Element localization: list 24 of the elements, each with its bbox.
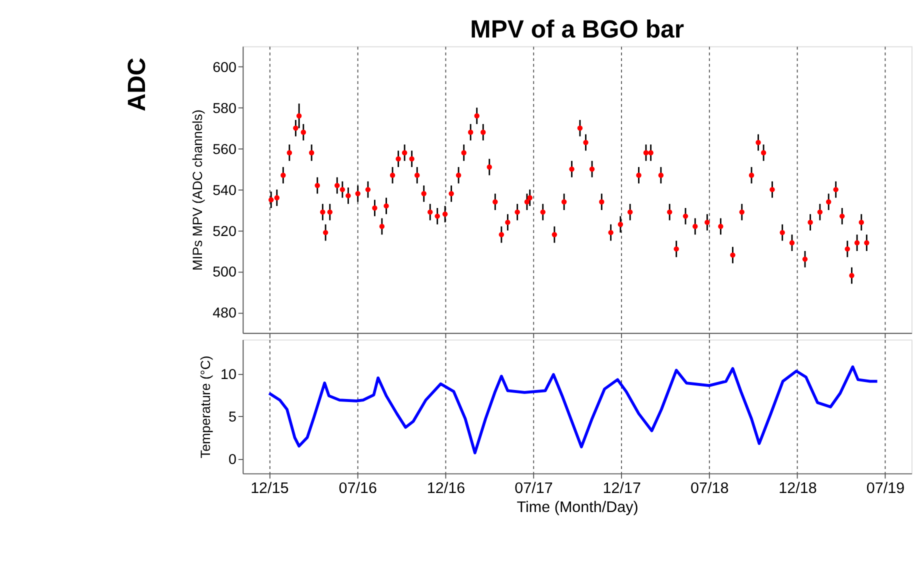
y-tick-label: 5: [228, 410, 237, 426]
y-tick-label: 10: [220, 366, 237, 383]
y-tick-label: 500: [212, 264, 237, 281]
y-axis-title: Temperature (°C): [198, 356, 214, 458]
x-tick-label: 07/17: [514, 480, 553, 497]
y-tick-label: 540: [212, 182, 237, 199]
y-tick-label: 560: [212, 142, 237, 158]
text: ADC: [124, 58, 152, 112]
x-tick-label: 12/17: [602, 480, 641, 497]
y-tick-label: 520: [212, 224, 237, 240]
y-axis-title: MIPs MPV (ADC channels): [190, 109, 206, 271]
y-tick-label: 580: [212, 100, 237, 117]
x-tick-label: 12/15: [250, 480, 289, 497]
x-tick-label: 07/19: [866, 480, 905, 497]
x-tick-label: 12/16: [426, 480, 466, 497]
y-tick-label: 0: [228, 452, 237, 468]
chart-title: MPV of a BGO bar: [470, 16, 684, 44]
x-tick-label: 07/18: [690, 480, 729, 497]
x-tick-label: 12/18: [778, 480, 817, 497]
y-tick-label: 600: [212, 60, 237, 76]
line-series: [268, 365, 879, 454]
y-tick-label: 480: [212, 306, 237, 322]
x-axis-title: Time (Month/Day): [516, 499, 638, 516]
x-tick-label: 07/16: [338, 480, 377, 497]
